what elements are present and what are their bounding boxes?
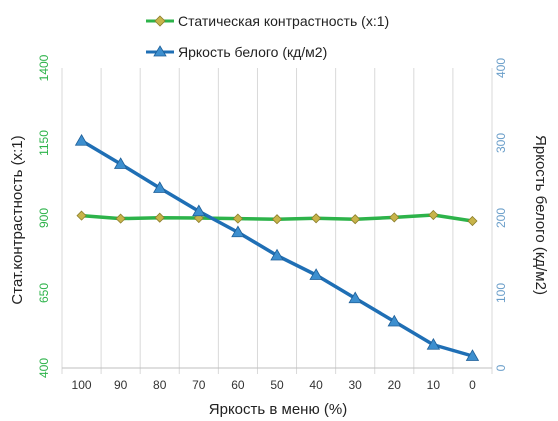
data-point-diamond <box>389 212 400 223</box>
y-left-tick-label: 650 <box>37 283 51 303</box>
legend-item-brightness: Яркость белого (кд/м2) <box>146 44 327 60</box>
legend-label-contrast: Статическая контрастность (x:1) <box>178 13 389 29</box>
x-axis-title: Яркость в меню (%) <box>209 401 347 418</box>
data-point-triangle <box>309 268 323 280</box>
y-axis-right-title: Яркость белого (кд/м2) <box>532 135 549 295</box>
y-left-tick-label: 1150 <box>37 130 51 156</box>
data-point-triangle <box>74 133 89 146</box>
data-point-diamond <box>467 215 478 227</box>
y-right-tick-label: 100 <box>494 283 508 303</box>
legend-label-brightness: Яркость белого (кд/м2) <box>178 44 327 60</box>
data-point-triangle <box>113 157 128 169</box>
x-tick-label: 20 <box>388 378 402 392</box>
x-tick-label: 50 <box>270 378 284 392</box>
data-point-diamond <box>311 213 322 224</box>
y-right-tick-label: 0 <box>494 364 508 371</box>
data-point-diamond <box>154 212 165 223</box>
legend: Статическая контрастность (x:1) Яркость … <box>146 13 389 60</box>
x-tick-label: 10 <box>427 378 441 392</box>
series-lines <box>74 133 480 361</box>
data-point-triangle <box>231 225 245 238</box>
data-point-diamond <box>232 213 243 224</box>
y-left-tick-label: 1400 <box>37 54 51 81</box>
y-right-tick-label: 200 <box>494 208 508 228</box>
data-point-diamond <box>350 214 361 225</box>
data-point-triangle <box>465 349 480 361</box>
data-point-triangle <box>426 337 441 350</box>
data-point-diamond <box>271 214 283 225</box>
data-point-triangle <box>270 248 284 261</box>
y-left-tick-label: 900 <box>37 208 51 228</box>
axis-labels: Яркость в меню (%) Стат.контрастность (x… <box>9 135 549 418</box>
data-point-diamond <box>76 210 87 221</box>
data-point-triangle <box>153 181 167 193</box>
legend-item-contrast: Статическая контрастность (x:1) <box>146 13 389 29</box>
x-tick-label: 90 <box>114 378 128 392</box>
x-tick-label: 30 <box>349 378 363 392</box>
y-right-tick-label: 300 <box>494 133 508 153</box>
x-tick-label: 60 <box>231 378 245 392</box>
x-tick-label: 80 <box>153 378 167 392</box>
y-right-tick-label: 400 <box>494 58 508 78</box>
data-point-triangle <box>387 314 401 327</box>
x-tick-label: 40 <box>309 378 323 392</box>
data-point-triangle <box>192 204 206 217</box>
y-left-tick-label: 400 <box>37 358 51 378</box>
y-axis-left-title: Стат.контрастность (x:1) <box>9 135 26 304</box>
x-tick-label: 0 <box>469 378 476 392</box>
x-tick-label: 70 <box>192 378 206 392</box>
axes: 100 90 80 70 60 50 40 30 20 10 0400650900115014000… <box>37 54 508 392</box>
data-point-diamond <box>115 213 126 224</box>
data-point-diamond <box>428 209 439 221</box>
x-tick-label: 100 <box>72 378 92 392</box>
data-point-triangle <box>348 291 362 304</box>
